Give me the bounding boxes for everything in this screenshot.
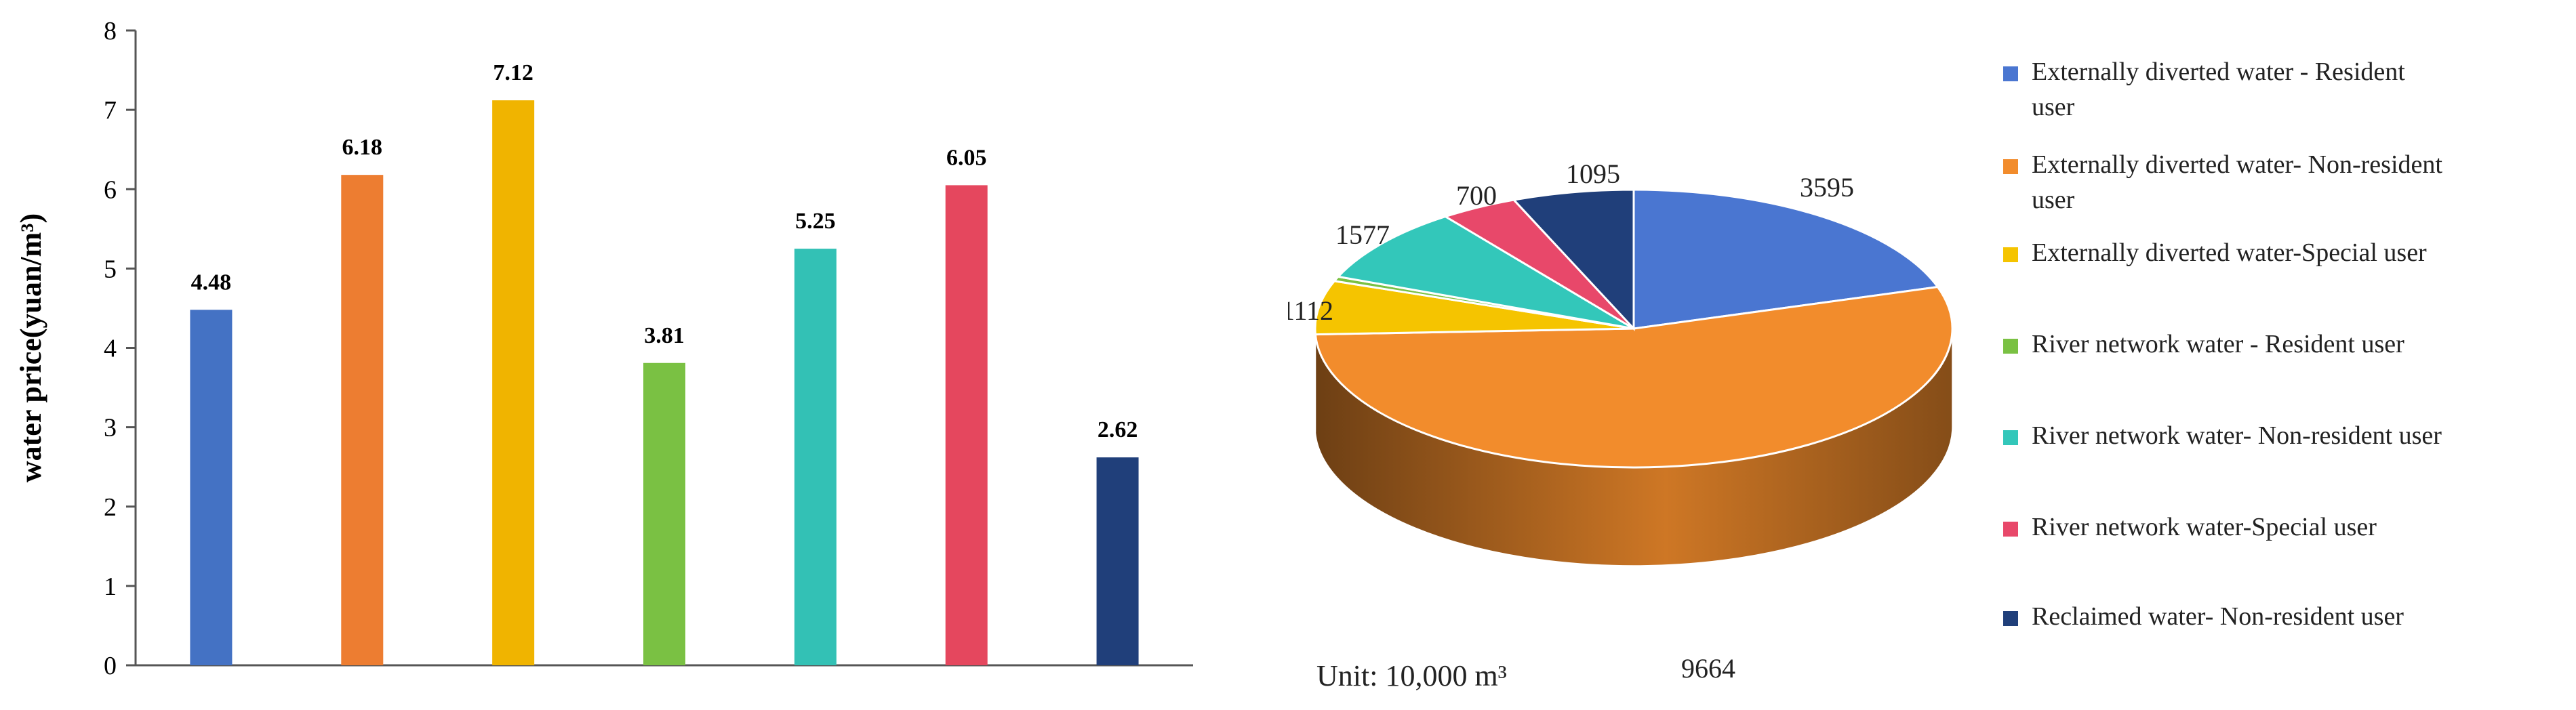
pie-slice — [1632, 188, 1940, 330]
y-tick-label: 1 — [104, 572, 117, 601]
pie-slice-label: 1577 — [1335, 220, 1390, 250]
bar — [341, 175, 384, 666]
legend-label: River network water-Special user — [2032, 513, 2377, 541]
unit-note: Unit: 10,000 m³ — [1316, 659, 1507, 692]
bar-value-label: 6.05 — [946, 145, 987, 170]
bar-value-label: 2.62 — [1098, 417, 1138, 442]
y-tick-label: 3 — [104, 414, 117, 442]
legend-label: Reclaimed water- Non-resident user — [2032, 602, 2404, 631]
legend-item: Externally diverted water-Special user — [2003, 238, 2427, 267]
legend-label: River network water - Resident user — [2032, 330, 2404, 358]
bar — [794, 249, 837, 665]
y-tick-label: 0 — [104, 652, 117, 680]
bar — [1096, 457, 1139, 665]
legend-swatch — [2003, 522, 2018, 537]
y-tick-label: 8 — [104, 17, 117, 45]
bar — [492, 100, 535, 665]
legend-swatch — [2003, 611, 2018, 626]
pie-slice-label: 1112 — [1288, 295, 1333, 326]
pie-slice-label: 3595 — [1800, 172, 1854, 203]
legend-swatch — [2003, 159, 2018, 174]
legend-label: River network water- Non-resident user — [2032, 421, 2442, 450]
legend-swatch — [2003, 430, 2018, 445]
legend-item: Externally diverted water - Resident user — [2003, 58, 2405, 121]
bar-value-label: 4.48 — [191, 270, 232, 295]
y-tick-label: 6 — [104, 175, 117, 204]
y-axis-label: water price(yuan/m³) — [14, 213, 47, 482]
bar-value-label: 6.18 — [342, 135, 383, 160]
legend-item: River network water- Non-resident user — [2003, 421, 2442, 450]
pie-slice-label: 1095 — [1566, 159, 1620, 189]
legend-label: Externally diverted water- Non-resident u… — [2032, 150, 2442, 214]
y-tick-label: 4 — [104, 335, 117, 363]
legend-swatch — [2003, 247, 2018, 262]
legend-item: Externally diverted water- Non-resident u… — [2003, 150, 2442, 214]
legend-label: Externally diverted water-Special user — [2032, 238, 2427, 267]
bar — [945, 185, 988, 665]
y-tick-label: 5 — [104, 255, 117, 283]
legend-swatch — [2003, 66, 2018, 81]
legend-item: River network water-Special user — [2003, 513, 2377, 541]
bar-value-label: 5.25 — [795, 209, 836, 234]
pie-slice — [1314, 280, 1634, 336]
bar-value-label: 7.12 — [493, 60, 534, 85]
bar — [643, 362, 685, 665]
pie-slice — [1512, 188, 1635, 331]
bar-chart: 0 1 2 3 4 5 6 7 8 water price(yuan/m³) 4.48 6.18 7.… — [14, 17, 1193, 680]
legend-label: Externally diverted water - Resident user — [2032, 58, 2405, 121]
legend-item: River network water - Resident user — [2003, 330, 2404, 358]
y-tick-label: 2 — [104, 493, 117, 522]
pie-slice — [1336, 215, 1634, 330]
bar — [190, 310, 233, 665]
pie-slice-label: 700 — [1456, 180, 1497, 211]
pie-chart: 3595966411129515777001095 Unit: 10,000 m… — [1288, 58, 2442, 692]
legend-swatch — [2003, 339, 2018, 354]
legend-item: Reclaimed water- Non-resident user — [2003, 602, 2404, 631]
pie-slice-label: 9664 — [1681, 653, 1735, 684]
bar-value-label: 3.81 — [644, 323, 685, 348]
y-tick-label: 7 — [104, 96, 117, 125]
